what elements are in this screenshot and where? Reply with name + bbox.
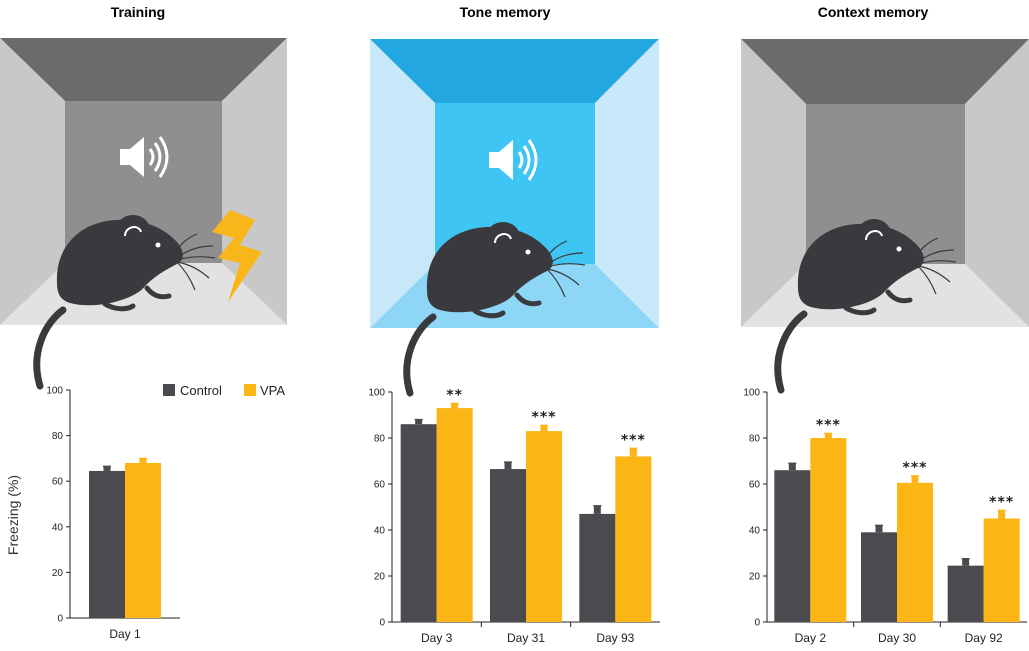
error-bar bbox=[139, 458, 147, 463]
x-tick-label: Day 92 bbox=[965, 631, 1003, 645]
significance-marker: *** bbox=[621, 432, 646, 448]
bar-vpa bbox=[526, 431, 562, 622]
room-ceiling bbox=[0, 38, 287, 101]
significance-marker: *** bbox=[816, 417, 841, 433]
significance-marker: *** bbox=[903, 460, 928, 476]
x-tick-label: Day 31 bbox=[507, 631, 545, 645]
y-tick-label: 60 bbox=[52, 477, 64, 488]
error-bar bbox=[540, 425, 548, 432]
y-tick-label: 80 bbox=[374, 434, 386, 445]
x-tick-label: Day 3 bbox=[421, 631, 453, 645]
room-ceiling bbox=[741, 39, 1029, 104]
training-room: Training bbox=[0, 4, 287, 386]
error-bar bbox=[593, 505, 601, 514]
error-bar bbox=[998, 510, 1006, 519]
legend-label-control: Control bbox=[180, 383, 222, 398]
tone-memory-room: Tone memory bbox=[370, 4, 659, 393]
bar-vpa bbox=[810, 438, 847, 622]
y-tick-label: 0 bbox=[57, 614, 63, 625]
y-tick-label: 60 bbox=[749, 480, 761, 491]
y-tick-label: 80 bbox=[52, 431, 64, 442]
bar-charts: 0 20 40 60 80 100 Day 1 0 20 40 60 80 100 Day 3 ** Day … bbox=[46, 386, 1027, 645]
y-tick-label: 40 bbox=[374, 526, 386, 537]
panel-title-context-memory: Context memory bbox=[818, 4, 929, 20]
error-bar bbox=[962, 558, 970, 566]
bar-control bbox=[490, 469, 526, 622]
room-left-wall bbox=[370, 39, 435, 328]
room-left-wall bbox=[0, 38, 65, 325]
room-right-wall bbox=[965, 39, 1029, 327]
y-tick-label: 40 bbox=[52, 522, 64, 533]
y-tick-label: 0 bbox=[754, 618, 760, 629]
error-bar bbox=[875, 525, 883, 533]
context-memory-room: Context memory bbox=[741, 4, 1029, 390]
y-tick-label: 20 bbox=[374, 572, 386, 583]
y-tick-label: 100 bbox=[368, 388, 385, 399]
y-tick-label: 0 bbox=[379, 618, 385, 629]
significance-marker: *** bbox=[989, 494, 1014, 510]
chart-2: 0 20 40 60 80 100 Day 3 ** Day 31 *** Day 93 *** bbox=[368, 388, 660, 645]
error-bar bbox=[415, 419, 423, 425]
chart-1: 0 20 40 60 80 100 Day 1 bbox=[46, 386, 180, 641]
chart-3: 0 20 40 60 80 100 Day 2 *** Day 30 *** Day 92 *** bbox=[743, 388, 1027, 645]
error-bar bbox=[629, 448, 637, 457]
y-tick-label: 100 bbox=[743, 388, 760, 399]
x-tick-label: Day 93 bbox=[596, 631, 634, 645]
bar-vpa bbox=[125, 462, 161, 618]
bar-vpa bbox=[615, 456, 652, 622]
error-bar bbox=[103, 466, 111, 471]
y-tick-label: 40 bbox=[749, 526, 761, 537]
y-tick-label: 60 bbox=[374, 480, 386, 491]
x-tick-label: Day 2 bbox=[795, 631, 827, 645]
legend-swatch-control bbox=[163, 384, 175, 396]
error-bar bbox=[824, 433, 832, 438]
bar-vpa bbox=[436, 408, 473, 622]
error-bar bbox=[504, 462, 512, 470]
legend: Control VPA bbox=[163, 383, 285, 398]
legend-label-vpa: VPA bbox=[260, 383, 285, 398]
bar-control bbox=[947, 565, 984, 622]
significance-marker: ** bbox=[446, 388, 463, 404]
x-tick-label: Day 1 bbox=[109, 627, 141, 641]
bar-control bbox=[774, 470, 811, 622]
y-tick-label: 20 bbox=[52, 568, 64, 579]
bar-control bbox=[400, 424, 437, 622]
bar-vpa bbox=[983, 518, 1020, 622]
error-bar bbox=[911, 475, 919, 483]
y-axis-label: Freezing (%) bbox=[5, 475, 21, 555]
y-tick-label: 20 bbox=[749, 572, 761, 583]
significance-marker: *** bbox=[532, 409, 557, 425]
lightning-icon bbox=[212, 210, 262, 302]
bar-control bbox=[579, 513, 616, 622]
error-bar bbox=[451, 403, 459, 409]
y-tick-label: 80 bbox=[749, 434, 761, 445]
bar-control bbox=[89, 470, 125, 618]
room-right-wall bbox=[595, 39, 659, 328]
bar-control bbox=[861, 532, 897, 622]
legend-swatch-vpa bbox=[244, 384, 256, 396]
x-tick-label: Day 30 bbox=[878, 631, 916, 645]
panel-title-tone-memory: Tone memory bbox=[460, 4, 551, 20]
room-left-wall bbox=[741, 39, 806, 327]
error-bar bbox=[788, 463, 796, 471]
room-ceiling bbox=[370, 39, 659, 103]
bar-vpa bbox=[897, 482, 933, 622]
y-tick-label: 100 bbox=[46, 386, 63, 397]
panel-title-training: Training bbox=[111, 4, 165, 20]
